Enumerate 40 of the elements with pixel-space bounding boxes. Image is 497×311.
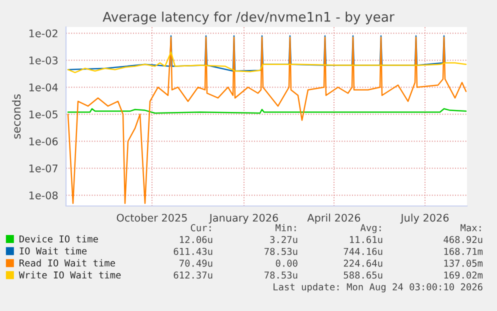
y-axis-title: seconds	[12, 94, 21, 139]
legend-label: Write IO Wait time	[18, 271, 121, 279]
text: 78.53u	[264, 248, 298, 255]
text: 169.02m	[444, 272, 483, 279]
y-tick-label: 1e-08	[29, 191, 58, 200]
text: 78.53u	[264, 272, 298, 279]
line-series	[67, 51, 467, 74]
text: 3.27u	[270, 236, 298, 244]
legend-label: Device IO time	[20, 235, 98, 242]
y-tick-label: 1e-05	[29, 110, 58, 118]
text: 168.71m	[444, 248, 483, 255]
x-tick-label: July 2026	[400, 214, 449, 224]
text: 224.64u	[344, 260, 382, 267]
text: 611.43u	[174, 248, 212, 255]
y-tick-label: 1e-04	[29, 83, 58, 92]
text: Last update: Mon Aug 24 03:00:10 2026	[274, 283, 482, 292]
text: 0.00	[276, 260, 298, 267]
text: Cur:	[190, 224, 211, 232]
text: 11.61u	[350, 236, 382, 244]
legend-label: Read IO Wait time	[20, 259, 115, 267]
text: Min:	[276, 224, 296, 232]
text: 468.92u	[444, 236, 482, 244]
legend-label: IO Wait time	[20, 247, 87, 255]
chart-title: Average latency for /dev/nvme1n1 - by year	[102, 12, 394, 24]
line-series	[67, 36, 467, 204]
y-tick-label: 1e-02	[29, 29, 58, 38]
y-tick-label: 1e-06	[29, 137, 58, 146]
x-tick-label: October 2025	[116, 214, 187, 222]
y-tick-label: 1e-07	[29, 164, 58, 172]
x-tick-label: January 2026	[208, 214, 278, 224]
y-tick-label: 1e-03	[29, 56, 58, 64]
text: Max:	[460, 224, 481, 232]
text: 137.05m	[444, 260, 483, 267]
x-tick-label: April 2026	[307, 214, 360, 224]
text: 12.06u	[180, 236, 212, 244]
text: 612.37u	[174, 272, 212, 279]
text: 744.16u	[344, 248, 382, 255]
text: 70.49u	[180, 260, 212, 267]
text: Avg:	[360, 224, 381, 234]
text: 588.65u	[344, 272, 382, 279]
